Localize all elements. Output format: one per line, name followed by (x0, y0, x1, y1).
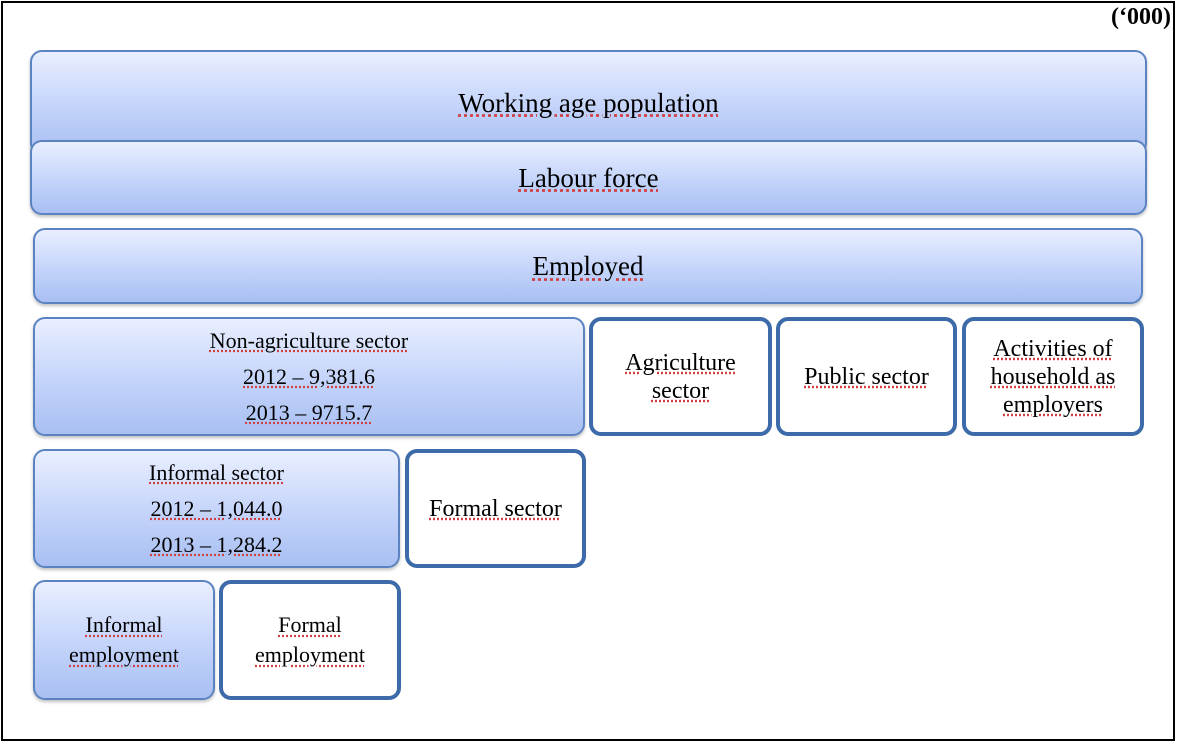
node-box: Employed (33, 228, 1143, 304)
node-box: Formal employment (219, 580, 401, 700)
node-label: Labour force (518, 162, 659, 193)
node-box: Activities of household as employers (962, 317, 1144, 436)
node-box: Formal sector (405, 449, 586, 568)
node-label: Formal sector (429, 495, 562, 522)
node-label: Non-agriculture sector (209, 327, 409, 353)
node-label: Public sector (804, 363, 929, 390)
node-label: Agriculture (625, 349, 736, 376)
node-label: Working age population (458, 87, 719, 118)
node-label: Informal (85, 612, 163, 637)
node-label: 2012 – 9,381.6 (243, 363, 375, 389)
node-box: Informal sector 2012 – 1,044.0 2013 – 1,28… (33, 449, 400, 568)
node-box: Labour force (30, 140, 1147, 215)
node-label: 2012 – 1,044.0 (150, 495, 283, 521)
node-label: employment (69, 642, 179, 667)
node-label: Informal sector (149, 459, 284, 485)
node-label: 2013 – 1,284.2 (150, 531, 283, 557)
node-label: employers (1003, 391, 1103, 418)
node-box: Public sector (776, 317, 957, 436)
node-label: employment (255, 642, 365, 667)
unit-label: (‘000) (1111, 4, 1171, 30)
node-label: sector (651, 377, 710, 404)
node-box: Agriculture sector (589, 317, 772, 436)
node-label: 2013 – 9715.7 (245, 399, 373, 425)
node-label: household as (990, 363, 1116, 390)
node-label: Employed (532, 251, 644, 281)
node-box: Non-agriculture sector 2012 – 9,381.6 2013… (33, 317, 585, 436)
node-label: Formal (278, 612, 342, 637)
node-box: Informal employment (33, 580, 215, 700)
node-label: Activities of (993, 335, 1113, 362)
